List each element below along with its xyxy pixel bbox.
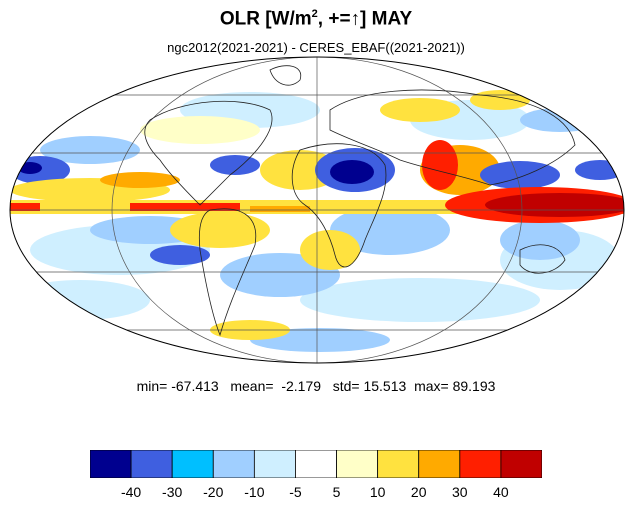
- coastlines: [144, 65, 576, 337]
- plot-title: OLR [W/m2, +=↑] MAY: [0, 8, 632, 30]
- plot-subtitle: ngc2012(2021-2021) - CERES_EBAF((2021-20…: [167, 40, 465, 55]
- min-label: min=: [136, 378, 168, 394]
- colorbar-swatch: [500, 450, 542, 478]
- colorbar-swatch: [212, 450, 255, 478]
- colorbar-swatch: [295, 450, 337, 478]
- map-outline: [9, 56, 625, 364]
- colorbar-tick-label: 5: [332, 484, 341, 500]
- olr-anomaly-field: [10, 90, 624, 352]
- colorbar-swatch: [336, 450, 379, 478]
- world-map: [9, 56, 625, 364]
- title-main: OLR [W/m: [219, 8, 312, 30]
- colorbar-swatch: [253, 450, 296, 478]
- max-value: 89.193: [452, 378, 496, 394]
- std-label: std=: [332, 378, 360, 394]
- colorbar-tick-label: 30: [452, 484, 468, 500]
- std-value: 15.513: [363, 378, 407, 394]
- colorbar-swatch: [459, 450, 502, 478]
- colorbar-tick-label: -20: [203, 484, 224, 500]
- colorbar-tick-label: -5: [289, 484, 302, 500]
- colorbar-tick-label: 20: [410, 484, 427, 500]
- colorbar: [90, 450, 542, 478]
- colorbar-tick-label: 40: [493, 484, 509, 500]
- colorbar-tick-label: -40: [120, 484, 142, 500]
- colorbar-tick-label: -30: [162, 484, 183, 500]
- colorbar-swatch: [171, 450, 214, 478]
- colorbar-swatch: [130, 450, 173, 478]
- colorbar-swatch: [377, 450, 420, 478]
- colorbar-tick-label: 10: [369, 484, 386, 500]
- mean-value: -2.179: [281, 378, 322, 394]
- colorbar-swatch: [90, 450, 132, 478]
- colorbar-labels: -40 -30 -20 -10 -5 5 10 20 30 40: [0, 484, 632, 504]
- title-superscript: 2: [311, 8, 318, 20]
- title-rest: , +=↑] MAY: [317, 8, 413, 30]
- max-label: max=: [414, 378, 449, 394]
- colorbar-swatch: [418, 450, 461, 478]
- min-value: -67.413: [171, 378, 219, 394]
- mean-label: mean=: [230, 378, 274, 394]
- colorbar-tick-label: -10: [244, 484, 265, 500]
- statistics-line: min= -67.413 mean= -2.179 std= 15.513 ma…: [0, 378, 632, 394]
